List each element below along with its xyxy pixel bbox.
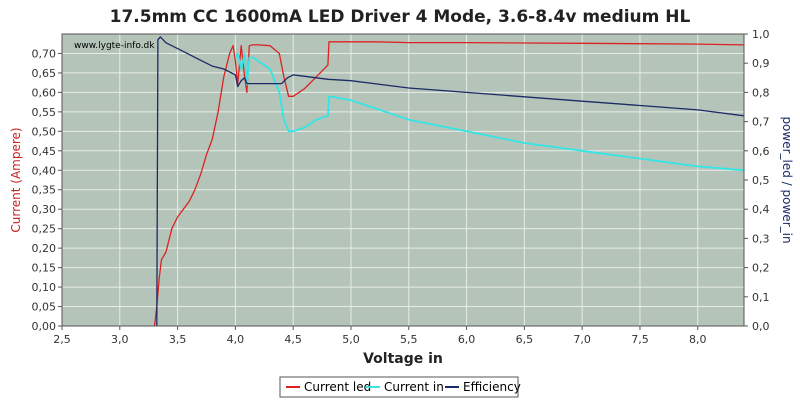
y-tick-label: 0,35 (32, 184, 57, 197)
y-tick-label: 0,10 (32, 281, 57, 294)
watermark: www.lygte-info.dk (74, 41, 155, 51)
y2-tick-label: 0,0 (752, 320, 770, 333)
x-tick-label: 6,5 (516, 333, 534, 346)
y2-tick-label: 0,5 (752, 174, 770, 187)
y-tick-label: 0,25 (32, 223, 57, 236)
y-tick-label: 0,30 (32, 203, 57, 216)
y2-tick-label: 0,9 (752, 57, 770, 70)
y-tick-label: 0,50 (32, 125, 57, 138)
y2-tick-label: 0,7 (752, 116, 770, 129)
x-tick-label: 5,5 (400, 333, 418, 346)
y2-axis-label: power_led / power_in (780, 116, 794, 243)
legend-box (279, 376, 519, 398)
y-tick-label: 0,55 (32, 106, 57, 119)
legend-label-current-led: Current led (304, 380, 371, 394)
y2-tick-label: 0,8 (752, 86, 770, 99)
x-tick-label: 8,0 (689, 333, 707, 346)
y-tick-label: 0,15 (32, 262, 57, 275)
y-tick-label: 0,70 (32, 47, 57, 60)
x-tick-label: 5,0 (342, 333, 360, 346)
y-tick-label: 0,60 (32, 86, 57, 99)
y-tick-label: 0,05 (32, 301, 57, 314)
y2-axis-ticks: 0,0 0,1 0,2 0,3 0,4 0,5 0,6 0,7 0,8 0,9 1,0 (744, 28, 770, 333)
x-tick-label: 4,0 (227, 333, 245, 346)
x-tick-label: 2,5 (53, 333, 71, 346)
series-layer (153, 36, 745, 327)
y-tick-label: 0,00 (32, 320, 57, 333)
y2-tick-label: 0,2 (752, 262, 770, 275)
y2-tick-label: 0,6 (752, 145, 770, 158)
series-line-efficiency (156, 36, 745, 327)
legend-label-current-in: Current in (384, 380, 444, 394)
y2-tick-label: 0,3 (752, 232, 770, 245)
legend-label-efficiency: Efficiency (463, 380, 521, 394)
y2-tick-label: 0,1 (752, 291, 770, 304)
x-tick-label: 6,0 (458, 333, 476, 346)
y-tick-label: 0,45 (32, 145, 57, 158)
plot-area (62, 34, 744, 326)
legend: Current led Current in Efficiency (279, 376, 521, 398)
y-tick-label: 0,40 (32, 164, 57, 177)
x-tick-label: 3,5 (169, 333, 187, 346)
y2-tick-label: 1,0 (752, 28, 770, 41)
x-tick-label: 3,0 (111, 333, 129, 346)
y-tick-label: 0,20 (32, 242, 57, 255)
x-axis-ticks: 2,5 3,0 3,5 4,0 4,5 5,0 5,5 6,0 6,5 7,0 7,5 8,0 (53, 326, 707, 346)
x-tick-label: 7,0 (573, 333, 591, 346)
series-line-current-in (234, 52, 745, 172)
x-tick-label: 7,5 (631, 333, 649, 346)
x-axis-label: Voltage in (363, 351, 443, 367)
y2-tick-label: 0,4 (752, 203, 770, 216)
x-tick-label: 4,5 (284, 333, 302, 346)
chart-title: 17.5mm CC 1600mA LED Driver 4 Mode, 3.6-… (110, 7, 691, 27)
y-tick-label: 0,65 (32, 67, 57, 80)
y-axis-ticks: 0,00 0,05 0,10 0,15 0,20 0,25 0,30 0,35 0,40 0,45… (32, 47, 62, 333)
grid (62, 34, 744, 326)
y-axis-label: Current (Ampere) (9, 127, 23, 232)
